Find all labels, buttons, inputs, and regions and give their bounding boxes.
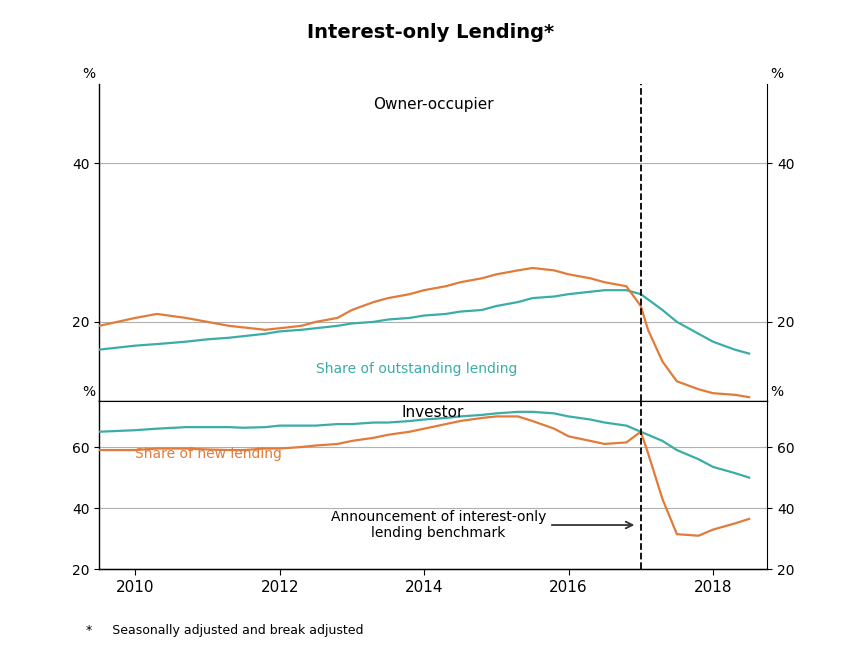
Text: Interest-only Lending*: Interest-only Lending* bbox=[307, 23, 554, 42]
Text: %: % bbox=[83, 386, 96, 399]
Text: Share of outstanding lending: Share of outstanding lending bbox=[315, 362, 517, 377]
Text: %: % bbox=[770, 386, 783, 399]
Text: Share of new lending: Share of new lending bbox=[135, 446, 282, 461]
Text: *     Seasonally adjusted and break adjusted: * Seasonally adjusted and break adjusted bbox=[86, 624, 363, 637]
Text: Investor: Investor bbox=[401, 404, 464, 419]
Text: Owner-occupier: Owner-occupier bbox=[373, 97, 492, 112]
Text: %: % bbox=[83, 67, 96, 81]
Text: Announcement of interest-only
lending benchmark: Announcement of interest-only lending be… bbox=[331, 510, 632, 540]
Text: %: % bbox=[770, 67, 783, 81]
